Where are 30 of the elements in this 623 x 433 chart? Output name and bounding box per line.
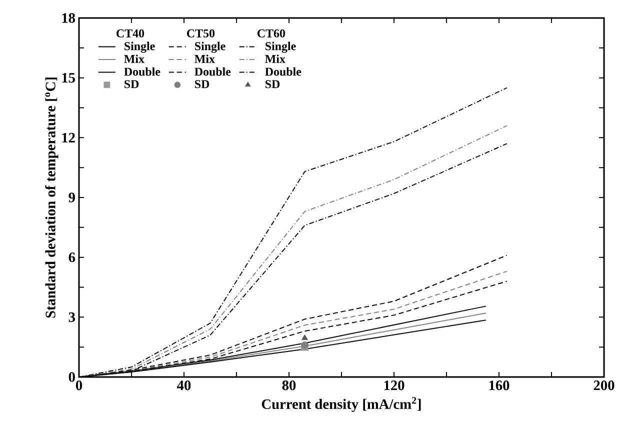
legend-label: Mix: [124, 54, 144, 63]
legend-label: Double: [265, 67, 302, 76]
legend-label: Single: [266, 42, 296, 53]
y-tick-label: 15: [62, 73, 75, 83]
legend-label: Single: [195, 42, 226, 53]
x-tick-label: 80: [282, 380, 296, 390]
x-axis-title: Current density [mA/cm$^{2}$]: [262, 397, 421, 412]
y-tick-label: 18: [62, 13, 76, 23]
legend-label: Double: [124, 67, 160, 76]
y-tick-label: 12: [62, 132, 75, 142]
x-tick-label: 40: [177, 380, 191, 390]
legend-label: SD: [195, 80, 210, 88]
y-tick-label: 6: [68, 252, 76, 262]
y-tick-label: 9: [68, 192, 75, 202]
legend-label: Mix: [194, 54, 215, 63]
legend-label: SD: [124, 80, 139, 88]
x-tick-label: 120: [384, 380, 404, 390]
y-axis-title: Standard deviation of temperature [$^{o}$C]: [45, 78, 58, 318]
x-tick-label: 0: [76, 380, 82, 390]
y-tick-label: 0: [68, 372, 75, 382]
x-tick-label: 160: [489, 380, 510, 390]
annotation: CT50: [187, 29, 215, 38]
y-tick-label: 3: [68, 312, 75, 322]
legend-label: Mix: [265, 54, 286, 63]
legend-label: Double: [194, 67, 231, 76]
x-tick-label: 200: [594, 380, 614, 390]
legend-label: Single: [124, 42, 155, 53]
annotation: CT40: [116, 29, 144, 38]
legend-label: SD: [266, 80, 280, 88]
annotation: CT60: [257, 29, 286, 38]
